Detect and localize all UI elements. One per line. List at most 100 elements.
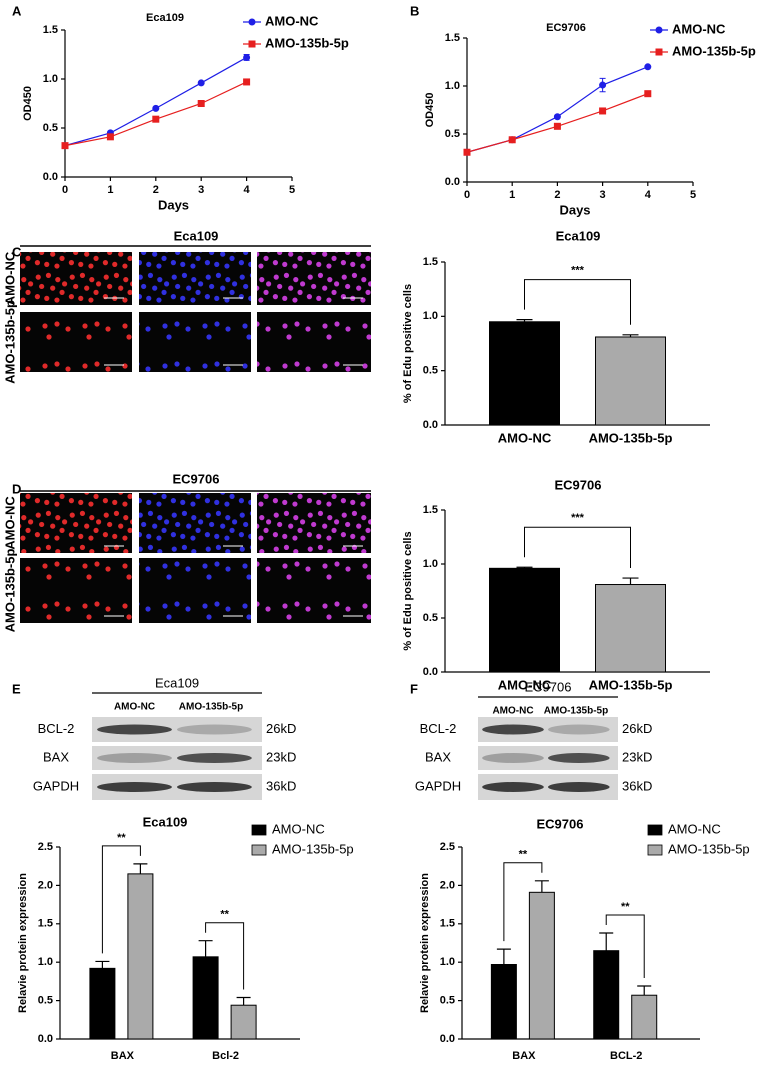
y-tick-label: 0.5 xyxy=(423,365,438,377)
y-tick-label: 2.0 xyxy=(38,879,53,891)
bar xyxy=(595,584,666,673)
data-point xyxy=(644,63,652,71)
micrograph xyxy=(139,493,251,553)
panel-label: C xyxy=(12,244,22,259)
chart-title: Eca109 xyxy=(143,814,188,829)
x-tick-label: 2 xyxy=(153,184,159,196)
y-tick-label: 1.0 xyxy=(38,956,53,968)
x-tick-label: 3 xyxy=(198,184,204,196)
significance-bracket xyxy=(524,279,631,325)
y-tick-label: 0.0 xyxy=(440,1033,455,1045)
legend-label: AMO-NC xyxy=(265,13,319,28)
panel-label: F xyxy=(410,681,418,696)
significance-bracket xyxy=(503,862,543,942)
micrograph xyxy=(139,252,251,305)
panel-label: B xyxy=(410,3,419,18)
blot-band xyxy=(548,782,610,792)
y-tick-label: 0.0 xyxy=(423,666,438,678)
bar xyxy=(192,956,219,1040)
y-tick-label: 2.0 xyxy=(440,879,455,891)
y-tick-label: 0.5 xyxy=(423,612,438,624)
panel-label: E xyxy=(12,681,21,696)
legend-swatch xyxy=(251,824,267,836)
x-tick-label: 5 xyxy=(289,184,295,196)
error-bar xyxy=(496,948,511,965)
significance-label: ** xyxy=(117,832,126,844)
x-tick-label: AMO-135b-5p xyxy=(589,430,673,445)
error-bar xyxy=(133,863,148,874)
error-bar xyxy=(637,985,652,996)
micrograph xyxy=(139,312,251,372)
x-tick-label: BAX xyxy=(512,1050,536,1062)
y-tick-label: 1.0 xyxy=(445,80,460,92)
blot-band-label: BCL-2 xyxy=(420,721,457,736)
chart-title: Eca109 xyxy=(146,12,184,24)
image-row-label: AMO-135b-5p xyxy=(2,549,17,633)
legend-marker xyxy=(655,26,663,34)
series-line xyxy=(64,56,247,147)
legend-label: AMO-NC xyxy=(672,21,726,36)
micrograph xyxy=(20,493,132,553)
data-point xyxy=(463,148,471,156)
y-tick-label: 0.0 xyxy=(38,1033,53,1045)
y-tick-label: 2.5 xyxy=(38,841,53,853)
x-tick-label: AMO-NC xyxy=(498,430,552,445)
y-tick-label: 1.5 xyxy=(440,918,455,930)
y-tick-label: 1.5 xyxy=(43,24,58,36)
series-line xyxy=(64,81,247,147)
blot-band xyxy=(177,782,252,792)
micrograph xyxy=(20,558,132,623)
blot-size-label: 26kD xyxy=(622,721,652,736)
y-tick-label: 1.0 xyxy=(423,310,438,322)
blot-title: Eca109 xyxy=(155,675,199,690)
x-tick-label: 5 xyxy=(690,189,696,201)
image-title: Eca109 xyxy=(174,228,219,243)
x-tick-label: 3 xyxy=(600,189,606,201)
blot-band xyxy=(177,724,252,735)
chart-title: Eca109 xyxy=(556,228,601,243)
blot-size-label: 23kD xyxy=(622,749,652,764)
blot-band-label: BCL-2 xyxy=(38,721,75,736)
y-axis-label: % of Edu positive cells xyxy=(402,284,414,403)
blot-band-label: BAX xyxy=(43,749,69,764)
x-axis-label: Days xyxy=(559,202,590,217)
y-tick-label: 2.5 xyxy=(440,841,455,853)
y-tick-label: 0.0 xyxy=(445,176,460,188)
legend-swatch xyxy=(251,844,267,856)
bar xyxy=(528,891,555,1040)
x-tick-label: 4 xyxy=(645,189,652,201)
legend-label: AMO-135b-5p xyxy=(668,841,750,856)
data-point xyxy=(243,78,251,86)
micrograph xyxy=(257,312,371,372)
series-line xyxy=(466,66,649,153)
data-point xyxy=(599,81,607,89)
y-axis-label: Relavie protein expression xyxy=(17,873,29,1013)
bar xyxy=(595,336,666,426)
significance-label: ** xyxy=(220,909,229,921)
chart-title: EC9706 xyxy=(537,816,584,831)
error-bar xyxy=(599,932,614,951)
data-point xyxy=(553,122,561,130)
legend-label: AMO-135b-5p xyxy=(265,35,349,50)
error-bar xyxy=(198,940,213,957)
x-tick-label: BAX xyxy=(111,1050,135,1062)
chart-title: EC9706 xyxy=(546,22,586,34)
y-tick-label: 0.5 xyxy=(43,122,58,134)
x-tick-label: 1 xyxy=(509,189,515,201)
chart-title: EC9706 xyxy=(555,477,602,492)
bar xyxy=(489,321,560,426)
significance-bracket xyxy=(605,914,645,979)
y-axis-label: % of Edu positive cells xyxy=(402,531,414,650)
data-point xyxy=(599,107,607,115)
error-bar xyxy=(95,960,110,969)
error-bar xyxy=(236,996,251,1006)
x-tick-label: AMO-NC xyxy=(498,677,552,692)
significance-bracket xyxy=(205,922,245,990)
image-row-label: AMO-NC xyxy=(2,251,17,305)
significance-label: *** xyxy=(571,264,585,276)
y-tick-label: 0.0 xyxy=(43,171,58,183)
data-point xyxy=(197,100,205,107)
micrograph xyxy=(257,493,371,553)
y-axis-label: Relavie protein expression xyxy=(419,873,431,1013)
x-tick-label: AMO-135b-5p xyxy=(589,677,673,692)
